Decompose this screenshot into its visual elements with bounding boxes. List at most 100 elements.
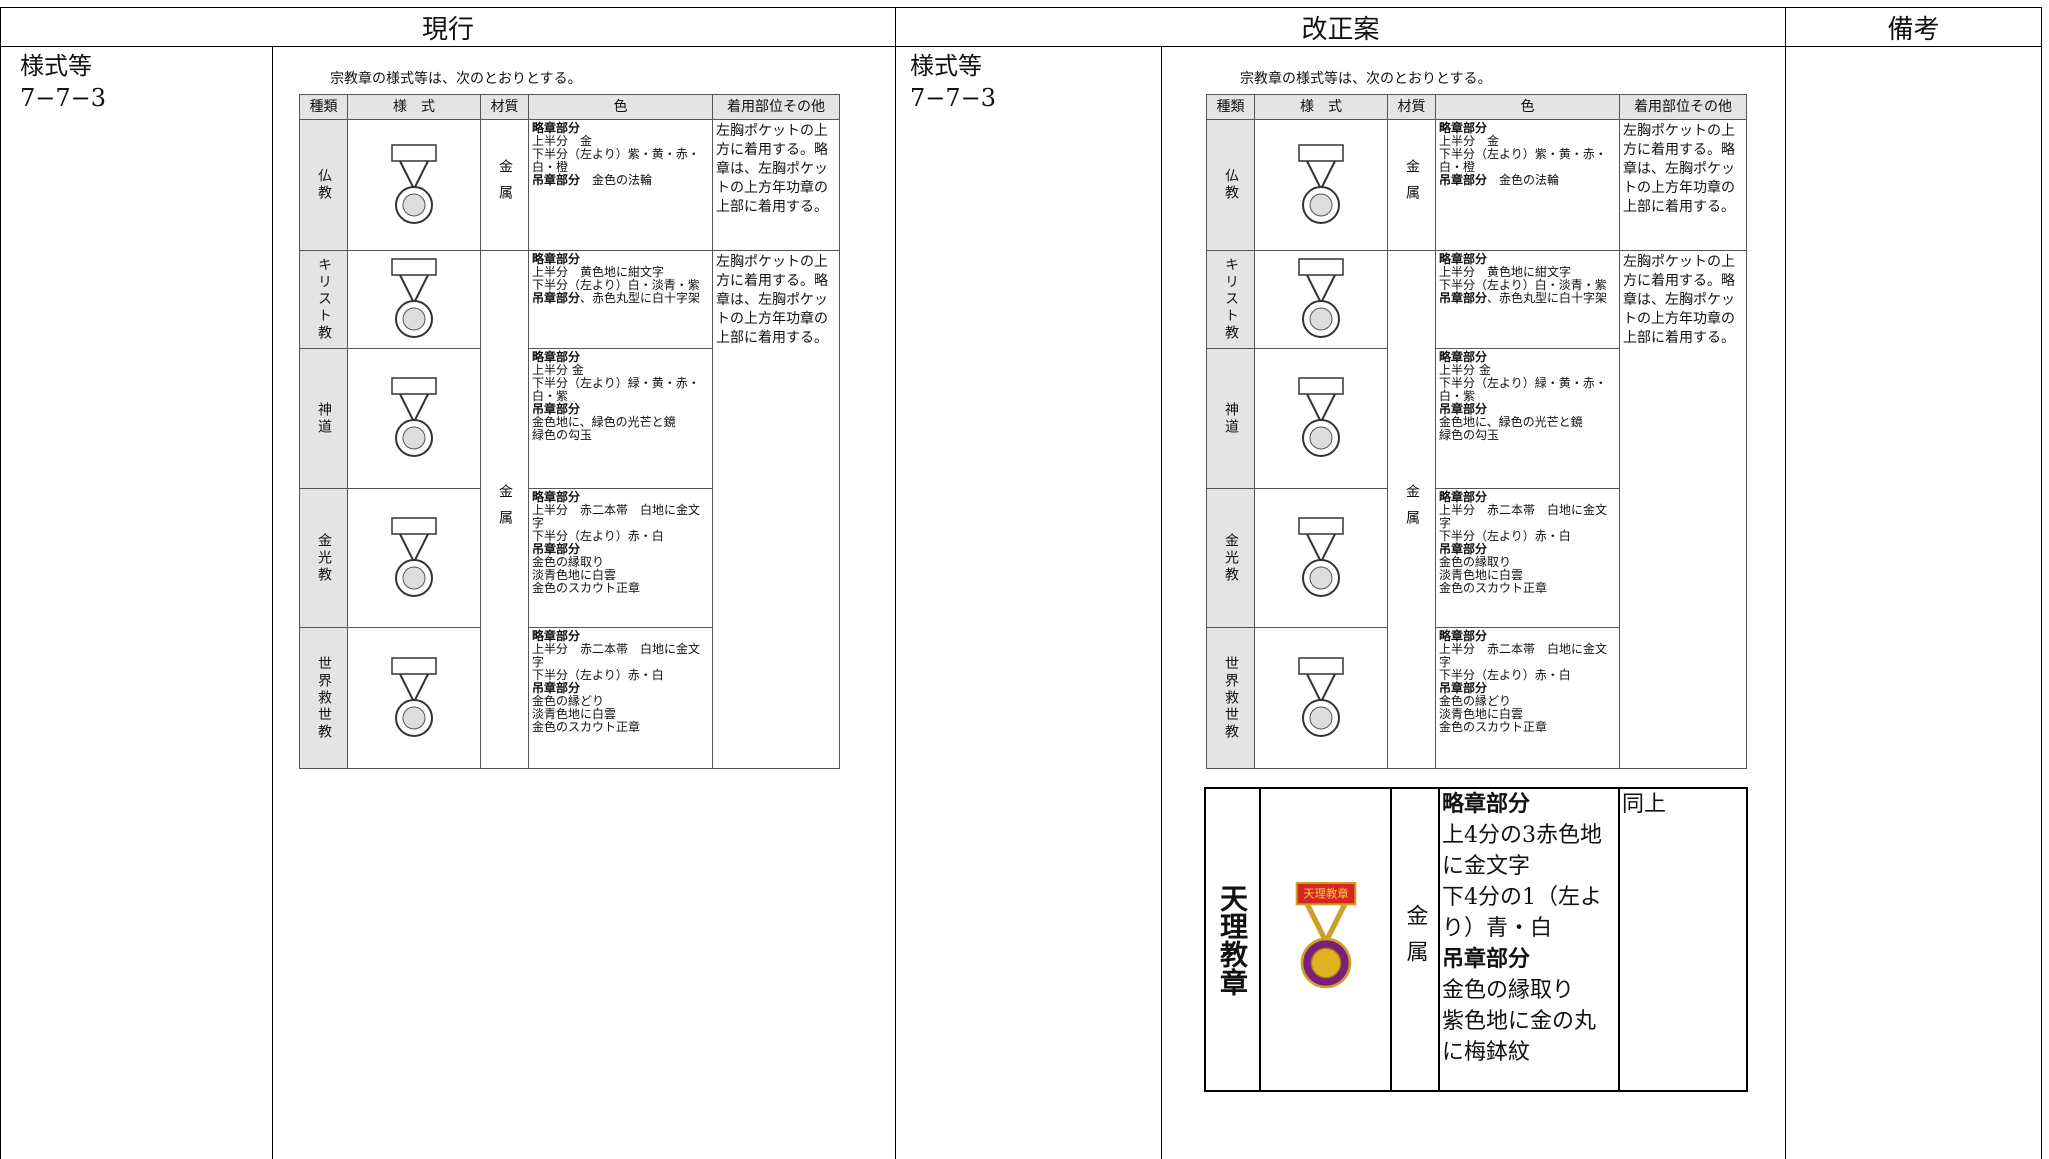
icon-cell — [347, 348, 481, 489]
color-line: 上4分の3赤色地に金文字 — [1442, 823, 1602, 879]
column-header: 種類 — [1206, 94, 1255, 120]
rule — [895, 7, 896, 1159]
icon-part: 天理教章 — [1303, 887, 1348, 901]
icon-part — [399, 673, 429, 704]
color: 略章部分 上半分 赤二本帯 白地に金文字 下半分（左より）赤・白 吊章部分 金色の縁取り… — [528, 488, 713, 628]
icon-cell: 天理教章 — [1259, 787, 1392, 1092]
column-header: 材質 — [1387, 94, 1436, 120]
style-table: 種類様 式材質色着用部位その他 仏教 金属 略章部分 上半分 金下半分（左より）紫・黄・… — [299, 94, 840, 769]
color-line: 下4分の1（左より）青・白 — [1442, 885, 1602, 941]
color-heading: 略章部分 — [1439, 629, 1488, 643]
icon-cell — [347, 488, 481, 628]
color-line: 上半分 黄色地に紺文字 — [1439, 265, 1572, 279]
color-section: 吊章部分 金色地に、緑色の光芒と鏡 緑色の勾玉 — [1439, 403, 1616, 442]
intro: 宗教章の様式等は、次のとおりとする。 — [330, 71, 582, 87]
icon-part — [1306, 160, 1336, 191]
color-line: 下半分（左より）紫・黄・赤・白・橙 — [532, 147, 700, 174]
color-text: 金色の法輪 — [580, 173, 653, 187]
column-header: 様 式 — [1254, 94, 1388, 120]
color-heading: 略章部分 — [532, 629, 581, 643]
icon-part — [1298, 143, 1344, 162]
icon-part — [1309, 566, 1333, 589]
section-label: 様式等 7−7−3 — [20, 50, 106, 114]
color-heading: 略章部分 — [1439, 350, 1488, 364]
color-section: 吊章部分 金色の縁取り 紫色地に金の丸に梅鉢紋 — [1442, 944, 1616, 1068]
color-section: 略章部分 上半分 赤二本帯 白地に金文字 下半分（左より）赤・白 — [1439, 630, 1616, 682]
material: 金属 — [1390, 787, 1440, 1092]
kind: 天理教章 — [1204, 787, 1261, 1092]
color-section: 吊章部分 金色の法輪 — [532, 174, 709, 187]
icon-part — [391, 143, 437, 162]
kind: 仏教 — [1206, 119, 1255, 251]
rule — [2041, 7, 2042, 1159]
row: 金光教 略章部分 上半分 赤二本帯 白地に金文字 下半分（左より）赤・白 吊章部分 金色の… — [1206, 488, 1747, 628]
color-line: 上半分 金 — [1439, 134, 1500, 148]
icon-part — [1304, 903, 1347, 948]
column-header: 種類 — [299, 94, 348, 120]
color: 略章部分 上半分 赤二本帯 白地に金文字 下半分（左より）赤・白 吊章部分 金色の縁どり… — [1435, 627, 1620, 769]
medal-icon — [391, 656, 437, 737]
color: 略章部分 上半分 赤二本帯 白地に金文字 下半分（左より）赤・白 吊章部分 金色の縁取り… — [1435, 488, 1620, 628]
icon-part — [1298, 656, 1344, 675]
color-line: 金色地に、緑色の光芒と鏡 — [532, 415, 676, 429]
color-line: 上半分 赤二本帯 白地に金文字 — [532, 503, 701, 530]
label: 様式等 — [910, 52, 982, 80]
kind: 金光教 — [299, 488, 348, 628]
color-line: 金色の縁どり — [532, 694, 605, 708]
color-section: 略章部分 上半分 黄色地に紺文字 下半分（左より）白・淡青・紫 — [532, 253, 709, 292]
icon-part — [1298, 377, 1344, 395]
color-section: 吊章部分 金色の縁取り 淡青色地に白雲 金色のスカウト正章 — [532, 543, 709, 595]
kind: 神道 — [1206, 348, 1255, 489]
new-row-table: 天理教章 天理教章 金属 略章部分 上4分の3赤色地に金文字 下4分の1（左より）青・白吊… — [1204, 787, 1748, 1092]
color-heading: 略章部分 — [532, 490, 581, 504]
color-section: 略章部分 上半分 赤二本帯 白地に金文字 下半分（左より）赤・白 — [1439, 491, 1616, 543]
color-line: 紫色地に金の丸に梅鉢紋 — [1442, 1009, 1597, 1065]
color-line: 下半分（左より）赤・白 — [1439, 529, 1571, 543]
color-heading: 略章部分 — [1439, 490, 1488, 504]
color: 略章部分 上半分 金下半分（左より）紫・黄・赤・白・橙 吊章部分 金色の法輪 — [1435, 119, 1620, 251]
color-line: 下半分（左より）緑・黄・赤・白・紫 — [532, 376, 700, 403]
wear: 同上 — [1618, 787, 1748, 1092]
header-current: 現行 — [0, 7, 896, 47]
color-line: 下半分（左より）赤・白 — [532, 529, 664, 543]
color-line: 上半分 黄色地に紺文字 — [532, 265, 665, 279]
kind: 世界救世教 — [299, 627, 348, 769]
color-heading: 吊章部分 — [1442, 946, 1531, 972]
row: 仏教 金属 略章部分 上半分 金下半分（左より）紫・黄・赤・白・橙 吊章部分 金色の法輪… — [299, 119, 840, 251]
header-row: 種類様 式材質色着用部位その他 — [299, 94, 840, 120]
color-section: 略章部分 上半分 赤二本帯 白地に金文字 下半分（左より）赤・白 — [532, 630, 709, 682]
icon-cell — [347, 119, 481, 251]
color-section: 吊章部分 金色地に、緑色の光芒と鏡 緑色の勾玉 — [532, 403, 709, 442]
icon-cell — [347, 250, 481, 349]
icon-part — [1298, 516, 1344, 535]
color: 略章部分 上4分の3赤色地に金文字 下4分の1（左より）青・白 吊章部分 金色の縁取り紫… — [1438, 787, 1620, 1092]
color-heading: 略章部分 — [532, 121, 581, 135]
row: 世界救世教 略章部分 上半分 赤二本帯 白地に金文字 下半分（左より）赤・白 吊章部分金… — [299, 627, 840, 769]
medal-icon — [1298, 258, 1344, 338]
icon-part — [1295, 882, 1356, 906]
color-line: 上半分 赤二本帯 白地に金文字 — [1439, 642, 1608, 669]
color-section: 吊章部分 金色の縁取り 淡青色地に白雲 金色のスカウト正章 — [1439, 543, 1616, 595]
color-heading: 略章部分 — [1439, 252, 1488, 266]
icon-part — [1306, 393, 1336, 425]
wear: 左胸ポケットの上方に着用する。略章は、左胸ポケットの上方年功章の上部に着用する。 — [712, 119, 840, 251]
kind: 金光教 — [1206, 488, 1255, 628]
icon-part — [402, 193, 426, 216]
row: 神道 略章部分 上半分 金下半分（左より）緑・黄・赤・白・紫 吊章部分 金色地に、緑色の… — [299, 348, 840, 489]
color-section: 吊章部分 金色の法輪 — [1439, 174, 1616, 187]
color-line: 下半分（左より）赤・白 — [532, 668, 664, 682]
row: キリスト教 金属 略章部分 上半分 黄色地に紺文字 下半分（左より）白・淡青・紫 吊章部分… — [299, 250, 840, 769]
color-section: 吊章部分 金色の縁どり 淡青色地に白雲 金色のスカウト正章 — [532, 682, 709, 734]
color-section: 略章部分 上半分 金下半分（左より）紫・黄・赤・白・橙 — [1439, 122, 1616, 174]
color-line: 金色のスカウト正章 — [532, 581, 641, 595]
column-header: 着用部位その他 — [712, 94, 840, 120]
icon-part — [402, 706, 426, 729]
icon-part — [402, 307, 426, 331]
icon-part — [391, 258, 437, 276]
color-line: 淡青色地に白雲 — [1439, 707, 1524, 721]
medal-icon: 天理教章 — [1295, 882, 1356, 989]
material: 金属 — [1387, 119, 1436, 251]
medal-icon — [391, 143, 437, 224]
wear: 左胸ポケットの上方に着用する。略章は、左胸ポケットの上方年功章の上部に着用する。 — [1619, 250, 1747, 769]
icon-part — [399, 533, 429, 564]
